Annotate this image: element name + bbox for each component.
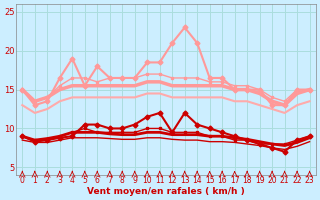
X-axis label: Vent moyen/en rafales ( km/h ): Vent moyen/en rafales ( km/h ) — [87, 187, 245, 196]
